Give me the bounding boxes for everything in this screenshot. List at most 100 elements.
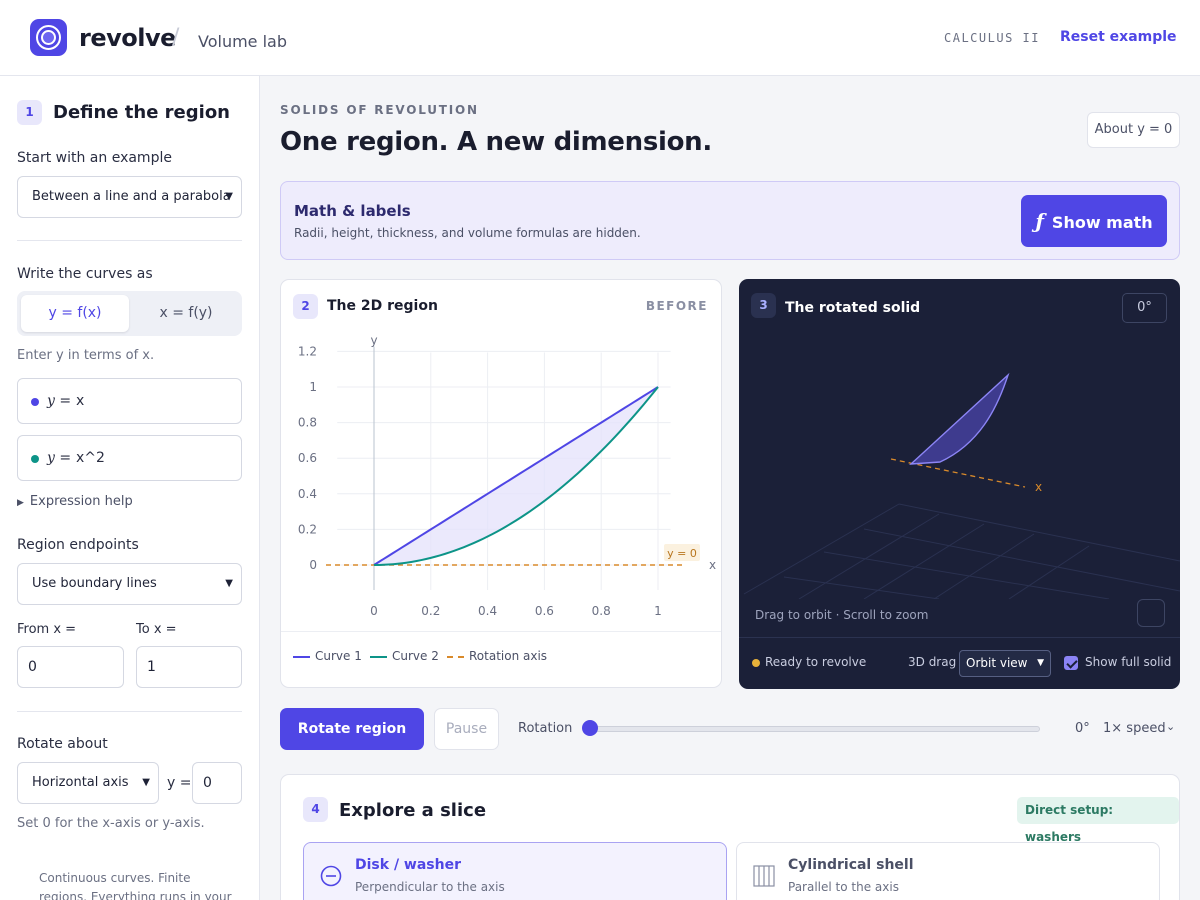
- curve-2-color-dot: [31, 455, 39, 463]
- axis-annotation: y = 0: [667, 547, 697, 560]
- x-tick-label: 1: [654, 604, 662, 618]
- from-label: From x =: [17, 622, 77, 637]
- solid-card-footer: Ready to revolve 3D drag Orbit view ▼ Sh…: [739, 637, 1180, 689]
- rotation-slider-track[interactable]: [588, 726, 1040, 732]
- method-cylindrical-shell[interactable]: Cylindrical shell Parallel to the axis: [736, 842, 1160, 900]
- mode-option-x-of-y[interactable]: x = f(y): [159, 305, 213, 321]
- rotate-hint: Set 0 for the x-axis or y-axis.: [17, 816, 205, 831]
- chevron-down-icon: ▼: [225, 578, 233, 589]
- rotation-axis-badge: About y = 0: [1087, 112, 1180, 148]
- math-banner-title: Math & labels: [294, 202, 411, 220]
- endpoints-label: Region endpoints: [17, 537, 139, 553]
- divider: [17, 711, 242, 712]
- solid-card: 3 The rotated solid 0° x Drag to orbit ·…: [739, 279, 1180, 689]
- step-badge: 2: [293, 294, 318, 319]
- drag-mode-select[interactable]: Orbit view ▼: [959, 650, 1051, 677]
- rotation-value: 0°: [1075, 721, 1090, 736]
- expression-help-label: Expression help: [29, 494, 133, 509]
- x-tick-label: 0: [370, 604, 378, 618]
- sidebar-footer-note: Continuous curves. Finite regions. Every…: [39, 871, 232, 900]
- chevron-down-icon: ▼: [142, 777, 150, 788]
- endpoints-select[interactable]: Use boundary lines ▼: [17, 563, 242, 605]
- legend-item-curve-2: Curve 2: [370, 649, 439, 663]
- curve-mode-toggle: y = f(x) x = f(y): [17, 291, 242, 336]
- axis-x-label: x: [1035, 480, 1042, 494]
- divider: [17, 240, 242, 241]
- rotate-about-label: Rotate about: [17, 736, 108, 752]
- rotation-axis-value-input[interactable]: 0: [192, 762, 242, 804]
- floor-grid: [743, 503, 1180, 599]
- curve-1-line: [373, 386, 659, 566]
- chevron-down-icon: ⌄: [1166, 720, 1176, 733]
- curve-1-input[interactable]: y = x: [17, 378, 242, 424]
- drag-mode-label: 3D drag: [908, 655, 957, 669]
- axis-annotation-bg: [664, 544, 700, 561]
- rotation-angle-badge: 0°: [1122, 293, 1167, 323]
- chevron-down-icon: ▼: [225, 191, 233, 202]
- mode-hint: Enter y in terms of x.: [17, 348, 155, 363]
- sidebar-title: Define the region: [53, 102, 230, 123]
- show-math-label: Show math: [1051, 213, 1153, 232]
- y-tick-label: 0.2: [298, 522, 317, 536]
- curve-1-expression: x: [76, 393, 85, 409]
- rotated-region-surface: [909, 372, 1010, 465]
- legend-item-curve-1: Curve 1: [293, 649, 362, 663]
- pause-button[interactable]: Pause: [434, 708, 499, 750]
- curve-1-prefix: y =: [47, 393, 72, 409]
- function-icon: ƒ: [1035, 209, 1044, 233]
- y-tick-label: 0.6: [298, 451, 317, 465]
- solid-card-title: The rotated solid: [785, 300, 921, 316]
- region-card: 2 The 2D region BEFORE 0 0.2 0.4 0.6 0.8 1 0 0.…: [280, 279, 722, 688]
- rotation-axis-value: Horizontal axis: [32, 775, 129, 790]
- legend-item-rotation-axis: Rotation axis: [447, 649, 547, 663]
- curve-2-input[interactable]: y = x^2: [17, 435, 242, 481]
- y-tick-label: 0.8: [298, 416, 317, 430]
- rotate-region-button[interactable]: Rotate region: [280, 708, 424, 750]
- curve-2-line: [373, 386, 659, 566]
- fullscreen-button[interactable]: [1137, 599, 1165, 627]
- drag-mode-value: Orbit view: [966, 656, 1028, 670]
- page-kicker: SOLIDS OF REVOLUTION: [280, 103, 479, 117]
- to-x-input[interactable]: 1: [136, 646, 242, 688]
- x-tick-label: 0.6: [535, 604, 554, 618]
- rotation-var-label: y =: [167, 775, 192, 791]
- step-badge: 3: [751, 293, 776, 318]
- from-x-input[interactable]: 0: [17, 646, 124, 688]
- course-label: CALCULUS II: [944, 31, 1040, 45]
- show-math-button[interactable]: ƒ Show math: [1021, 195, 1167, 247]
- curves-label: Write the curves as: [17, 266, 153, 282]
- rotation-label: Rotation: [518, 721, 573, 736]
- reset-example-link[interactable]: Reset example: [1060, 29, 1177, 45]
- rotation-slider-thumb[interactable]: [582, 720, 598, 736]
- method-title: Cylindrical shell: [788, 857, 914, 873]
- solid-3d-view[interactable]: x: [739, 329, 1180, 599]
- mode-option-y-of-x[interactable]: y = f(x): [21, 295, 129, 332]
- x-tick-label: 0.2: [421, 604, 440, 618]
- method-disk-washer[interactable]: Disk / washer Perpendicular to the axis: [303, 842, 727, 900]
- expression-help-toggle[interactable]: ▶ Expression help: [17, 494, 133, 509]
- vertical-bars-icon: [753, 865, 775, 887]
- x-tick-label: 0.8: [592, 604, 611, 618]
- region-plot[interactable]: 0 0.2 0.4 0.6 0.8 1 0 0.2 0.4 0.6 0.8 1 1.2 x y y = 0: [281, 320, 722, 631]
- breadcrumb-separator: /: [172, 25, 180, 50]
- math-banner-subtitle: Radii, height, thickness, and volume for…: [294, 226, 641, 240]
- x-tick-label: 0.4: [478, 604, 497, 618]
- example-select[interactable]: Between a line and a parabola ▼: [17, 176, 242, 218]
- to-label: To x =: [136, 622, 177, 637]
- method-subtitle: Perpendicular to the axis: [355, 880, 505, 894]
- minus-circle-icon: [320, 865, 342, 887]
- step-badge: 1: [17, 100, 42, 125]
- drag-hint: Drag to orbit · Scroll to zoom: [755, 608, 929, 622]
- y-tick-label: 0: [309, 558, 317, 572]
- math-labels-banner: Math & labels Radii, height, thickness, …: [280, 181, 1180, 260]
- caret-right-icon: ▶: [17, 498, 24, 508]
- sidebar: 1 Define the region Start with an exampl…: [0, 76, 260, 900]
- rotation-axis-select[interactable]: Horizontal axis ▼: [17, 762, 159, 804]
- curve-2-prefix: y =: [47, 450, 72, 466]
- brand-name: revolve: [79, 24, 176, 52]
- example-select-value: Between a line and a parabola: [32, 189, 231, 204]
- speed-select[interactable]: 1× speed: [1103, 721, 1166, 736]
- y-tick-label: 1.2: [298, 344, 317, 358]
- show-full-solid-checkbox[interactable]: [1064, 656, 1078, 670]
- explore-slice-title: Explore a slice: [339, 800, 487, 821]
